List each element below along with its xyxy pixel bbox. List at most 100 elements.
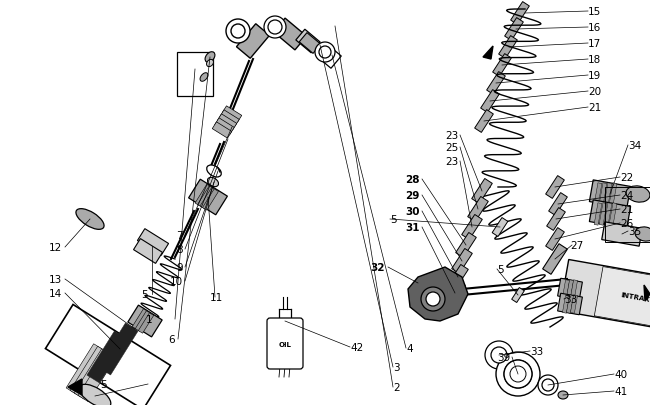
Polygon shape xyxy=(137,229,168,256)
Polygon shape xyxy=(599,203,607,226)
Text: 11: 11 xyxy=(210,292,223,302)
Polygon shape xyxy=(493,54,512,77)
Ellipse shape xyxy=(79,384,111,405)
Polygon shape xyxy=(566,295,573,313)
Ellipse shape xyxy=(426,292,440,306)
Polygon shape xyxy=(571,295,578,313)
Polygon shape xyxy=(504,19,523,41)
Polygon shape xyxy=(188,180,228,215)
Text: 16: 16 xyxy=(588,23,601,33)
Polygon shape xyxy=(594,267,650,332)
Polygon shape xyxy=(46,305,170,405)
Ellipse shape xyxy=(491,347,507,363)
Polygon shape xyxy=(558,294,582,315)
Text: 18: 18 xyxy=(588,55,601,65)
Ellipse shape xyxy=(538,375,558,395)
Polygon shape xyxy=(135,311,151,331)
Text: 2: 2 xyxy=(393,382,400,392)
Text: 7: 7 xyxy=(176,230,183,241)
Polygon shape xyxy=(644,285,650,301)
Polygon shape xyxy=(594,183,602,206)
Polygon shape xyxy=(472,179,492,204)
Text: 26: 26 xyxy=(620,218,633,228)
Polygon shape xyxy=(545,176,564,199)
Text: 1: 1 xyxy=(146,314,152,324)
Text: 33: 33 xyxy=(564,294,577,304)
Text: 30: 30 xyxy=(406,207,420,216)
Text: 12: 12 xyxy=(49,243,62,252)
Polygon shape xyxy=(128,305,162,337)
Text: INTRAX: INTRAX xyxy=(620,292,650,303)
Ellipse shape xyxy=(558,391,568,399)
Polygon shape xyxy=(594,203,602,226)
Polygon shape xyxy=(213,123,232,139)
Text: 9: 9 xyxy=(176,262,183,272)
Polygon shape xyxy=(198,186,213,208)
Bar xyxy=(177,53,213,97)
Polygon shape xyxy=(408,267,468,321)
Polygon shape xyxy=(296,30,320,53)
Polygon shape xyxy=(590,180,630,209)
Polygon shape xyxy=(138,313,153,333)
Polygon shape xyxy=(511,2,529,26)
Text: 32: 32 xyxy=(370,262,385,272)
Ellipse shape xyxy=(268,21,282,35)
Polygon shape xyxy=(237,25,270,59)
Polygon shape xyxy=(78,352,116,402)
Polygon shape xyxy=(70,346,108,397)
Bar xyxy=(605,188,650,243)
Polygon shape xyxy=(547,208,566,231)
Ellipse shape xyxy=(207,178,218,187)
Polygon shape xyxy=(562,280,569,298)
Polygon shape xyxy=(558,279,582,300)
Polygon shape xyxy=(604,203,612,226)
Polygon shape xyxy=(66,344,104,394)
Ellipse shape xyxy=(542,379,554,391)
Polygon shape xyxy=(609,183,617,206)
Text: 4: 4 xyxy=(406,343,413,353)
Ellipse shape xyxy=(635,227,650,241)
Text: 41: 41 xyxy=(614,386,627,396)
Polygon shape xyxy=(456,233,476,258)
Text: 34: 34 xyxy=(628,141,642,151)
Polygon shape xyxy=(499,36,517,59)
Polygon shape xyxy=(562,295,569,313)
Polygon shape xyxy=(87,331,127,383)
Text: 5: 5 xyxy=(390,215,396,224)
Ellipse shape xyxy=(504,360,532,388)
Text: 23: 23 xyxy=(445,157,458,166)
Polygon shape xyxy=(222,107,242,123)
Text: 10: 10 xyxy=(170,276,183,286)
Ellipse shape xyxy=(626,186,650,202)
Text: 13: 13 xyxy=(49,274,62,284)
Polygon shape xyxy=(609,203,617,226)
Polygon shape xyxy=(195,185,211,206)
Polygon shape xyxy=(549,193,567,216)
Polygon shape xyxy=(274,19,307,51)
Polygon shape xyxy=(448,265,468,290)
Polygon shape xyxy=(543,244,567,275)
Text: 17: 17 xyxy=(588,39,601,49)
Polygon shape xyxy=(483,47,493,60)
Text: 22: 22 xyxy=(620,173,633,183)
Polygon shape xyxy=(200,188,216,209)
Text: 20: 20 xyxy=(588,87,601,97)
Polygon shape xyxy=(487,72,505,95)
Ellipse shape xyxy=(504,360,532,388)
Text: 31: 31 xyxy=(406,222,420,232)
Text: 29: 29 xyxy=(406,190,420,200)
Polygon shape xyxy=(602,222,642,247)
Text: 40: 40 xyxy=(614,369,627,379)
Ellipse shape xyxy=(264,17,286,39)
Polygon shape xyxy=(203,190,218,211)
Text: 21: 21 xyxy=(588,103,601,113)
Ellipse shape xyxy=(205,53,215,63)
Polygon shape xyxy=(214,119,234,135)
Ellipse shape xyxy=(76,209,104,230)
Text: 21: 21 xyxy=(620,205,633,215)
Text: ★: ★ xyxy=(648,300,650,315)
Text: 5: 5 xyxy=(142,289,148,299)
Polygon shape xyxy=(604,183,612,206)
Polygon shape xyxy=(599,183,607,206)
Polygon shape xyxy=(318,47,341,69)
